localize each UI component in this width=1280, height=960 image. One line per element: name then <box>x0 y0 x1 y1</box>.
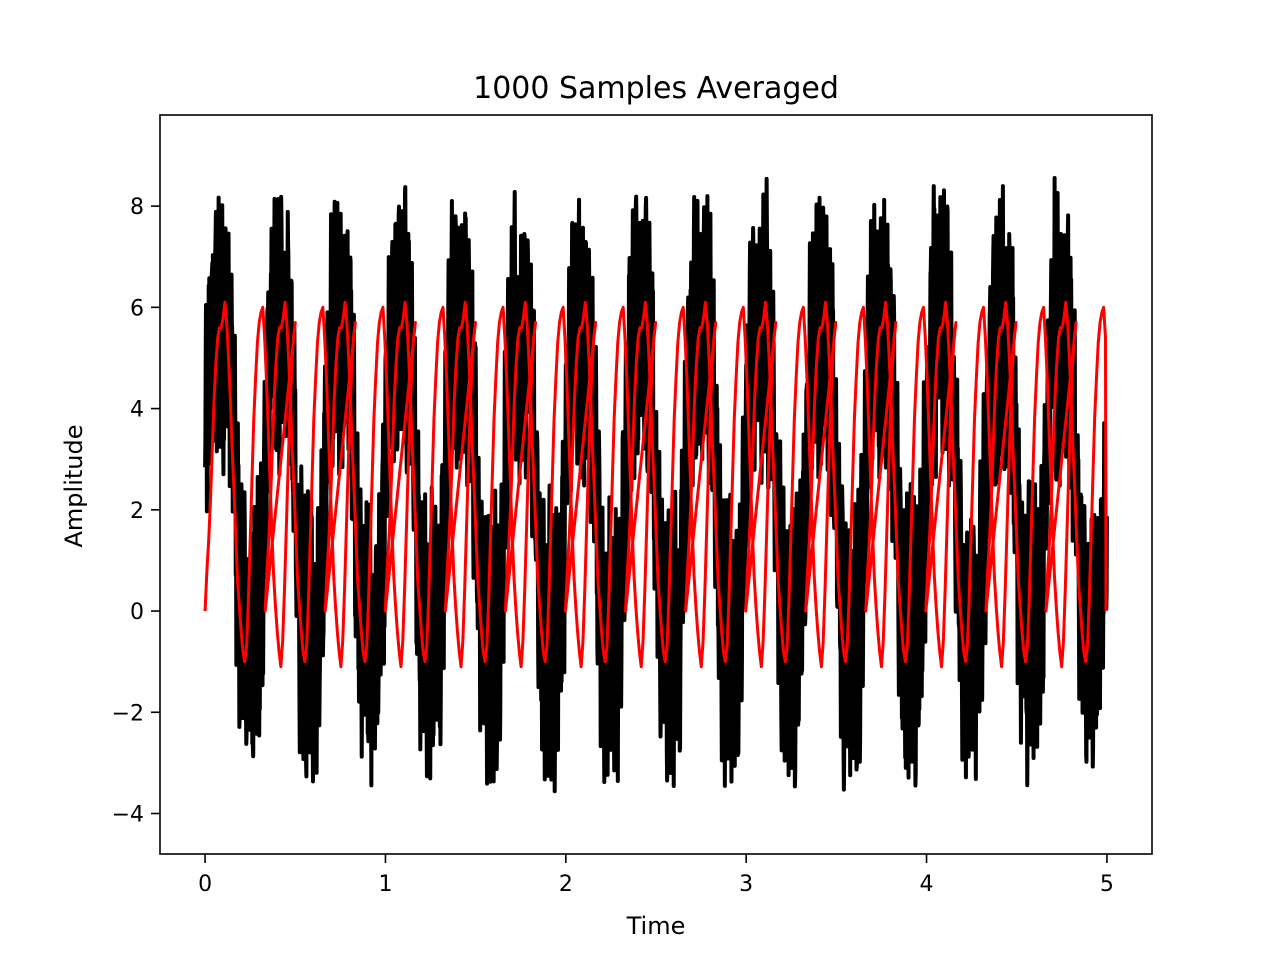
y-tick-label: −4 <box>112 803 144 828</box>
x-tick-label: 3 <box>739 872 753 897</box>
chart-title: 1000 Samples Averaged <box>473 71 839 106</box>
y-tick-label: 4 <box>130 398 144 423</box>
x-tick-label: 0 <box>198 872 212 897</box>
plot-frame <box>159 114 1153 855</box>
x-tick-label: 2 <box>559 872 573 897</box>
x-axis-label: Time <box>626 912 686 940</box>
y-axis-label: Amplitude <box>60 425 88 548</box>
y-tick-label: −2 <box>112 701 144 726</box>
x-tick-label: 1 <box>378 872 392 897</box>
plot-area <box>203 176 1109 794</box>
x-tick-label: 4 <box>920 872 934 897</box>
y-tick-label: 8 <box>130 195 144 220</box>
y-tick-label: 6 <box>130 296 144 321</box>
y-tick-label: 0 <box>130 600 144 625</box>
series-line-red <box>203 300 1108 669</box>
y-tick-label: 2 <box>130 499 144 524</box>
axes: 0 1 2 3 4 5 −4 −2 0 2 4 6 8 <box>112 114 1153 897</box>
x-tick-label: 5 <box>1100 872 1114 897</box>
